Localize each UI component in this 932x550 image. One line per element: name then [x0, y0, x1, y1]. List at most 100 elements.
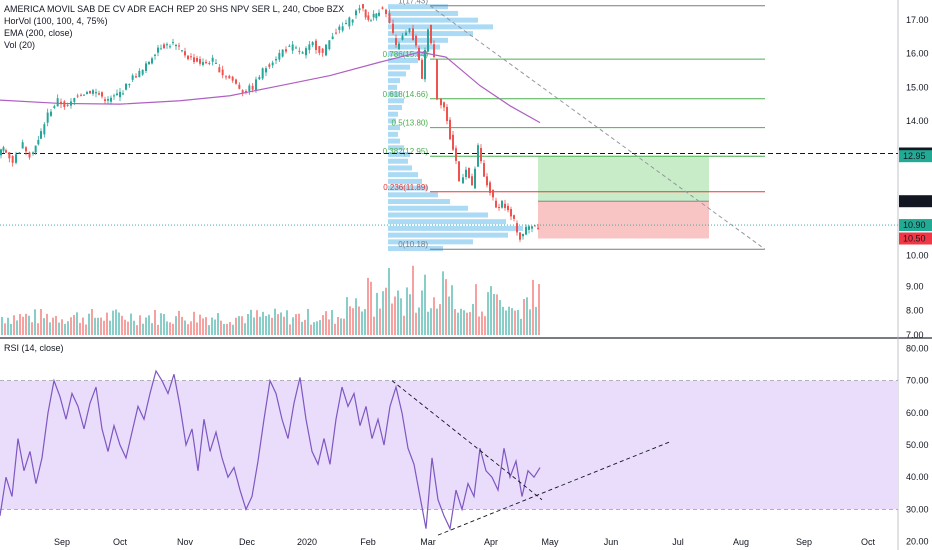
loss-zone[interactable]: [538, 201, 709, 239]
volume-bar: [445, 279, 447, 335]
candle-body: [495, 200, 497, 208]
candle-body: [50, 111, 52, 116]
horizontal-volume-bar: [388, 185, 428, 191]
volume-bar: [7, 317, 9, 335]
profit-zone[interactable]: [538, 156, 709, 202]
volume-bar: [115, 309, 117, 335]
volume-bar: [415, 312, 417, 335]
candle-body: [169, 46, 171, 48]
volume-bar: [499, 300, 501, 335]
horizontal-volume-bar: [388, 158, 408, 164]
candle-body: [202, 62, 204, 65]
candle-body: [76, 95, 79, 97]
volume-bar: [451, 285, 453, 335]
volume-bar: [280, 312, 282, 335]
candle-body: [261, 68, 264, 79]
volume-bar: [124, 319, 126, 335]
candle-body: [348, 17, 351, 27]
candle-body: [116, 93, 118, 96]
time-axis-tick: Oct: [861, 537, 876, 547]
candle-body: [298, 50, 301, 52]
candle-body: [471, 176, 473, 186]
volume-bar: [493, 293, 495, 335]
volume-bar: [313, 322, 315, 335]
candle-body: [199, 59, 201, 64]
horizontal-volume-bar: [388, 24, 493, 30]
volume-bar: [304, 319, 306, 335]
volume-bar: [55, 315, 57, 335]
volume-bar: [457, 312, 459, 335]
candle-body: [215, 62, 217, 64]
volume-bar: [484, 316, 486, 335]
time-axis-tick: 2020: [297, 537, 317, 547]
volume-bar: [292, 317, 294, 335]
candle-body: [398, 43, 400, 50]
candle-body: [440, 98, 442, 106]
rsi-axis-tick: 20.00: [906, 537, 929, 547]
candle-body: [43, 124, 46, 135]
volume-bar: [31, 322, 33, 335]
candle-body: [465, 169, 467, 178]
candle-body: [2, 147, 5, 151]
candle-body: [15, 154, 17, 163]
horizontal-volume-bar: [388, 172, 418, 178]
candle-body: [89, 90, 91, 94]
volume-bar: [517, 309, 519, 335]
volume-bar: [85, 324, 87, 335]
candle-body: [151, 58, 153, 64]
volume-bar: [103, 320, 105, 335]
price-axis-tick: 10.00: [906, 250, 929, 260]
volume-bar: [472, 303, 474, 335]
volume-bar: [259, 316, 261, 335]
horizontal-volume-bar: [388, 118, 396, 124]
fib-level-label: 0(10.18): [398, 240, 428, 249]
rsi-band: [0, 380, 898, 510]
price-axis-tick: 15.00: [906, 82, 929, 92]
candle-body: [301, 52, 304, 54]
candle-body: [175, 44, 177, 47]
candle-body: [278, 52, 281, 60]
candle-body: [128, 83, 131, 85]
volume-bar: [91, 308, 93, 335]
rsi-downtrend-line[interactable]: [391, 380, 543, 501]
volume-bar: [352, 308, 354, 335]
volume-bar: [490, 286, 492, 335]
candle-body: [53, 106, 56, 108]
candle-body: [364, 9, 367, 18]
volume-bar: [403, 315, 405, 335]
horizontal-volume-bar: [388, 78, 400, 84]
volume-bar: [10, 323, 12, 335]
fib-level-label: 0.382(12.95): [383, 147, 429, 156]
candle-body: [131, 75, 134, 80]
downtrend-line[interactable]: [429, 5, 766, 250]
horizontal-volume-bar: [388, 205, 468, 211]
time-axis-tick: Oct: [113, 537, 128, 547]
candle-body: [534, 225, 536, 227]
volume-bar: [163, 314, 165, 335]
volume-bar: [289, 324, 291, 335]
candle-body: [255, 79, 257, 90]
horizontal-volume-bar: [388, 232, 508, 238]
volume-bar: [343, 318, 345, 335]
volume-bar: [358, 306, 360, 335]
volume-bar: [232, 324, 234, 335]
candle-body: [449, 119, 451, 140]
candle-body: [462, 177, 464, 184]
volume-bar: [526, 297, 528, 335]
volume-bar: [412, 265, 414, 335]
candle-body: [315, 40, 317, 50]
volume-bar: [277, 314, 279, 335]
candle-body: [392, 23, 394, 33]
volume-bar: [208, 325, 210, 335]
volume-bar: [181, 316, 183, 335]
volume-bar: [187, 324, 189, 335]
volume-bar: [394, 296, 396, 335]
price-axis-tick: 7.00: [906, 330, 924, 340]
volume-bar: [88, 313, 90, 335]
rsi-axis-tick: 80.00: [906, 343, 929, 353]
horizontal-volume-bar: [388, 64, 410, 70]
volume-bar: [478, 316, 480, 335]
price-axis-tick: 17.00: [906, 15, 929, 25]
candle-body: [228, 75, 231, 79]
